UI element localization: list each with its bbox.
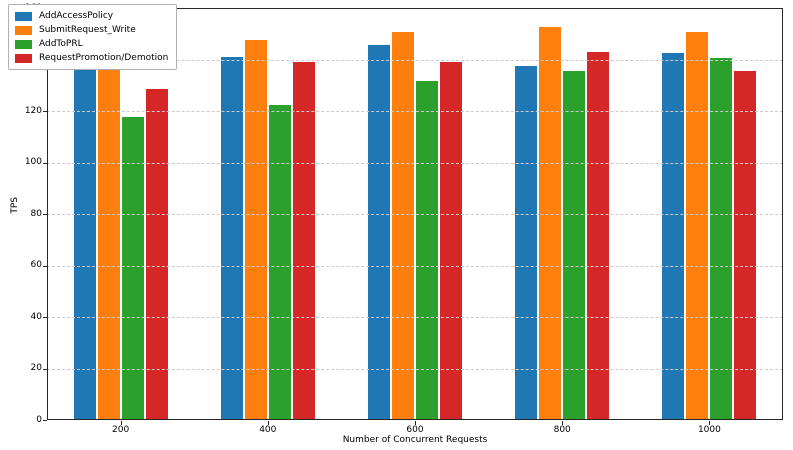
y-tick — [43, 420, 47, 421]
x-tick-label: 400 — [259, 425, 277, 435]
bar-requestpromotion-demotion-800 — [587, 51, 610, 420]
y-tick-label: 80 — [30, 208, 42, 219]
bar-addaccesspolicy-800 — [515, 65, 538, 420]
y-axis-label: TPS — [10, 197, 20, 214]
x-tick-label: 200 — [112, 425, 130, 435]
x-axis-label: Number of Concurrent Requests — [342, 435, 488, 445]
y-tick-label: 20 — [30, 363, 42, 373]
legend-label: AddToPRL — [39, 39, 83, 49]
bar-addtoprl-800 — [563, 71, 586, 420]
y-tick — [43, 368, 47, 370]
gridline — [47, 214, 783, 215]
gridline — [47, 265, 783, 267]
plot-area — [47, 8, 783, 420]
legend-item: SubmitRequest_Write — [15, 23, 168, 37]
bar-submitrequest-write-200 — [97, 60, 120, 420]
bar-addtoprl-600 — [416, 81, 438, 420]
bar-addtoprl-400 — [268, 104, 291, 420]
x-tick-label: 1000 — [697, 425, 721, 435]
bar-addtoprl-200 — [121, 117, 144, 420]
x-tick — [267, 421, 269, 425]
y-tick-label: 120 — [24, 105, 42, 116]
bar-requestpromotion-demotion-600 — [440, 62, 462, 420]
legend-item: AddToPRL — [15, 37, 168, 51]
gridline — [47, 368, 783, 370]
legend: AddAccessPolicy SubmitRequest_Write AddToP… — [8, 4, 178, 70]
gridline — [47, 59, 783, 61]
gridline — [47, 162, 783, 164]
bar-submitrequest-write-600 — [392, 32, 414, 420]
legend-swatch-icon — [15, 25, 32, 35]
bar-submitrequest-write-400 — [244, 40, 267, 420]
x-tick — [415, 421, 416, 425]
legend-swatch-icon — [15, 53, 32, 63]
y-tick — [43, 265, 47, 267]
y-tick — [43, 111, 47, 112]
bar-addtoprl-1000 — [710, 58, 733, 420]
legend-swatch-icon — [15, 11, 32, 21]
x-tick-label: 600 — [406, 425, 424, 435]
legend-item: AddAccessPolicy — [15, 9, 168, 23]
bar-submitrequest-write-1000 — [686, 32, 709, 420]
bar-submitrequest-write-800 — [539, 27, 562, 420]
y-tick — [43, 214, 47, 215]
bar-requestpromotion-demotion-1000 — [734, 71, 757, 420]
y-tick — [43, 162, 47, 164]
legend-item: RequestPromotion/Demotion — [15, 51, 168, 65]
y-tick-label: 40 — [30, 311, 42, 322]
bar-addaccesspolicy-400 — [220, 56, 243, 420]
x-tick — [562, 421, 564, 425]
x-tick — [120, 421, 122, 425]
gridline — [47, 317, 783, 318]
y-tick-label: 60 — [30, 260, 42, 270]
gridline — [47, 111, 783, 112]
y-tick-label: 100 — [24, 157, 42, 167]
x-tick-label: 800 — [553, 425, 571, 435]
bar-addaccesspolicy-1000 — [662, 53, 685, 420]
bar-requestpromotion-demotion-400 — [292, 62, 315, 420]
bar-addaccesspolicy-200 — [73, 68, 96, 420]
legend-swatch-icon — [15, 39, 32, 49]
legend-label: AddAccessPolicy — [39, 11, 114, 21]
x-tick — [709, 421, 711, 425]
legend-label: SubmitRequest_Write — [39, 25, 136, 35]
y-tick — [43, 317, 47, 318]
legend-label: RequestPromotion/Demotion — [39, 53, 169, 63]
bar-requestpromotion-demotion-200 — [145, 89, 168, 420]
bar-addaccesspolicy-600 — [368, 45, 390, 420]
y-tick-label: 0 — [36, 414, 42, 425]
